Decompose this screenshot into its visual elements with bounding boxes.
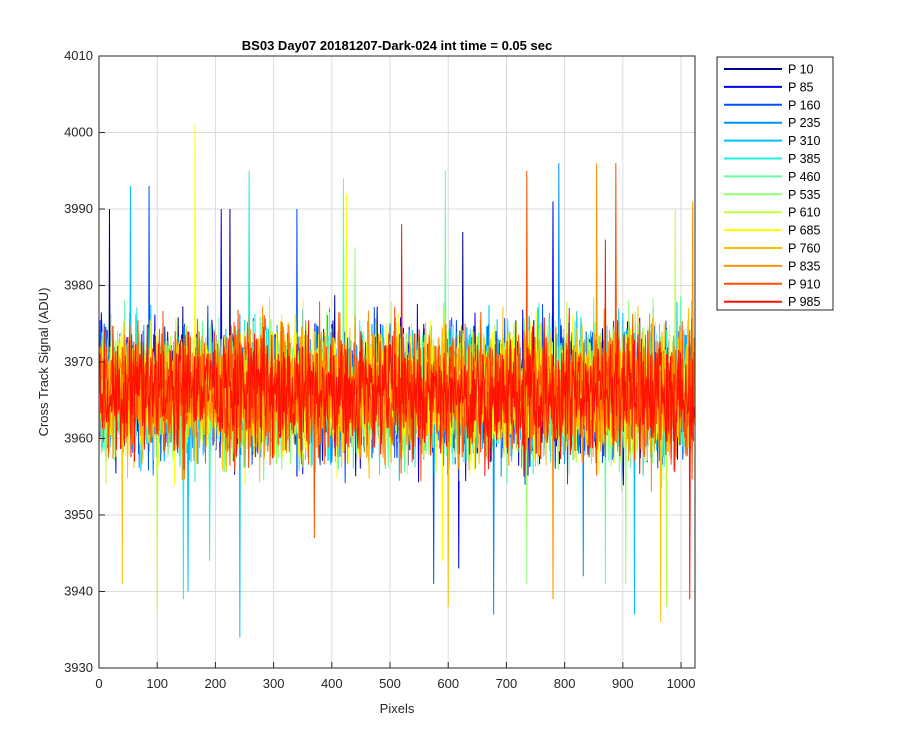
- x-tick-label: 800: [554, 676, 576, 691]
- y-tick-label: 3930: [64, 660, 93, 675]
- y-tick-label: 3960: [64, 431, 93, 446]
- series-lines: [99, 124, 695, 638]
- x-tick-label: 100: [146, 676, 168, 691]
- x-tick-label: 200: [205, 676, 227, 691]
- x-tick-label: 900: [612, 676, 634, 691]
- chart-title: BS03 Day07 20181207-Dark-024 int time = …: [242, 38, 552, 53]
- y-tick-label: 3980: [64, 278, 93, 293]
- legend-label: P 85: [788, 80, 814, 94]
- legend-label: P 610: [788, 206, 820, 220]
- legend-label: P 460: [788, 170, 820, 184]
- legend-label: P 10: [788, 63, 814, 77]
- axis-ticks: 0 100 200 300 400 500 600 700 800 900 1000 3930 3940…: [64, 48, 695, 691]
- x-tick-label: 300: [263, 676, 285, 691]
- legend-label: P 160: [788, 98, 820, 112]
- legend-label: P 235: [788, 116, 820, 130]
- x-tick-label: 0: [95, 676, 102, 691]
- legend-label: P 385: [788, 152, 820, 166]
- legend: P 10 P 85 P 160 P 235 P 310 P 385 P 460 P 535 P …: [716, 56, 834, 311]
- x-tick-label: 600: [437, 676, 459, 691]
- x-tick-label: 500: [379, 676, 401, 691]
- y-tick-label: 3990: [64, 201, 93, 216]
- legend-label: P 535: [788, 188, 820, 202]
- legend-box: [716, 56, 834, 311]
- x-axis-label: Pixels: [380, 701, 415, 716]
- y-tick-label: 3950: [64, 507, 93, 522]
- legend-label: P 760: [788, 242, 820, 256]
- legend-label: P 310: [788, 134, 820, 148]
- x-tick-label: 400: [321, 676, 343, 691]
- x-tick-label: 1000: [667, 676, 696, 691]
- series-line-p-910: [99, 163, 695, 538]
- y-axis-label: Cross Track Signal (ADU): [36, 288, 51, 437]
- y-tick-label: 3970: [64, 354, 93, 369]
- legend-label: P 910: [788, 277, 820, 291]
- x-tick-label: 700: [496, 676, 518, 691]
- legend-label: P 685: [788, 224, 820, 238]
- legend-label: P 835: [788, 259, 820, 273]
- y-tick-label: 4000: [64, 125, 93, 140]
- legend-label: P 985: [788, 295, 820, 309]
- y-tick-label: 3940: [64, 584, 93, 599]
- y-tick-label: 4010: [64, 48, 93, 63]
- series-line-p-985: [99, 224, 695, 600]
